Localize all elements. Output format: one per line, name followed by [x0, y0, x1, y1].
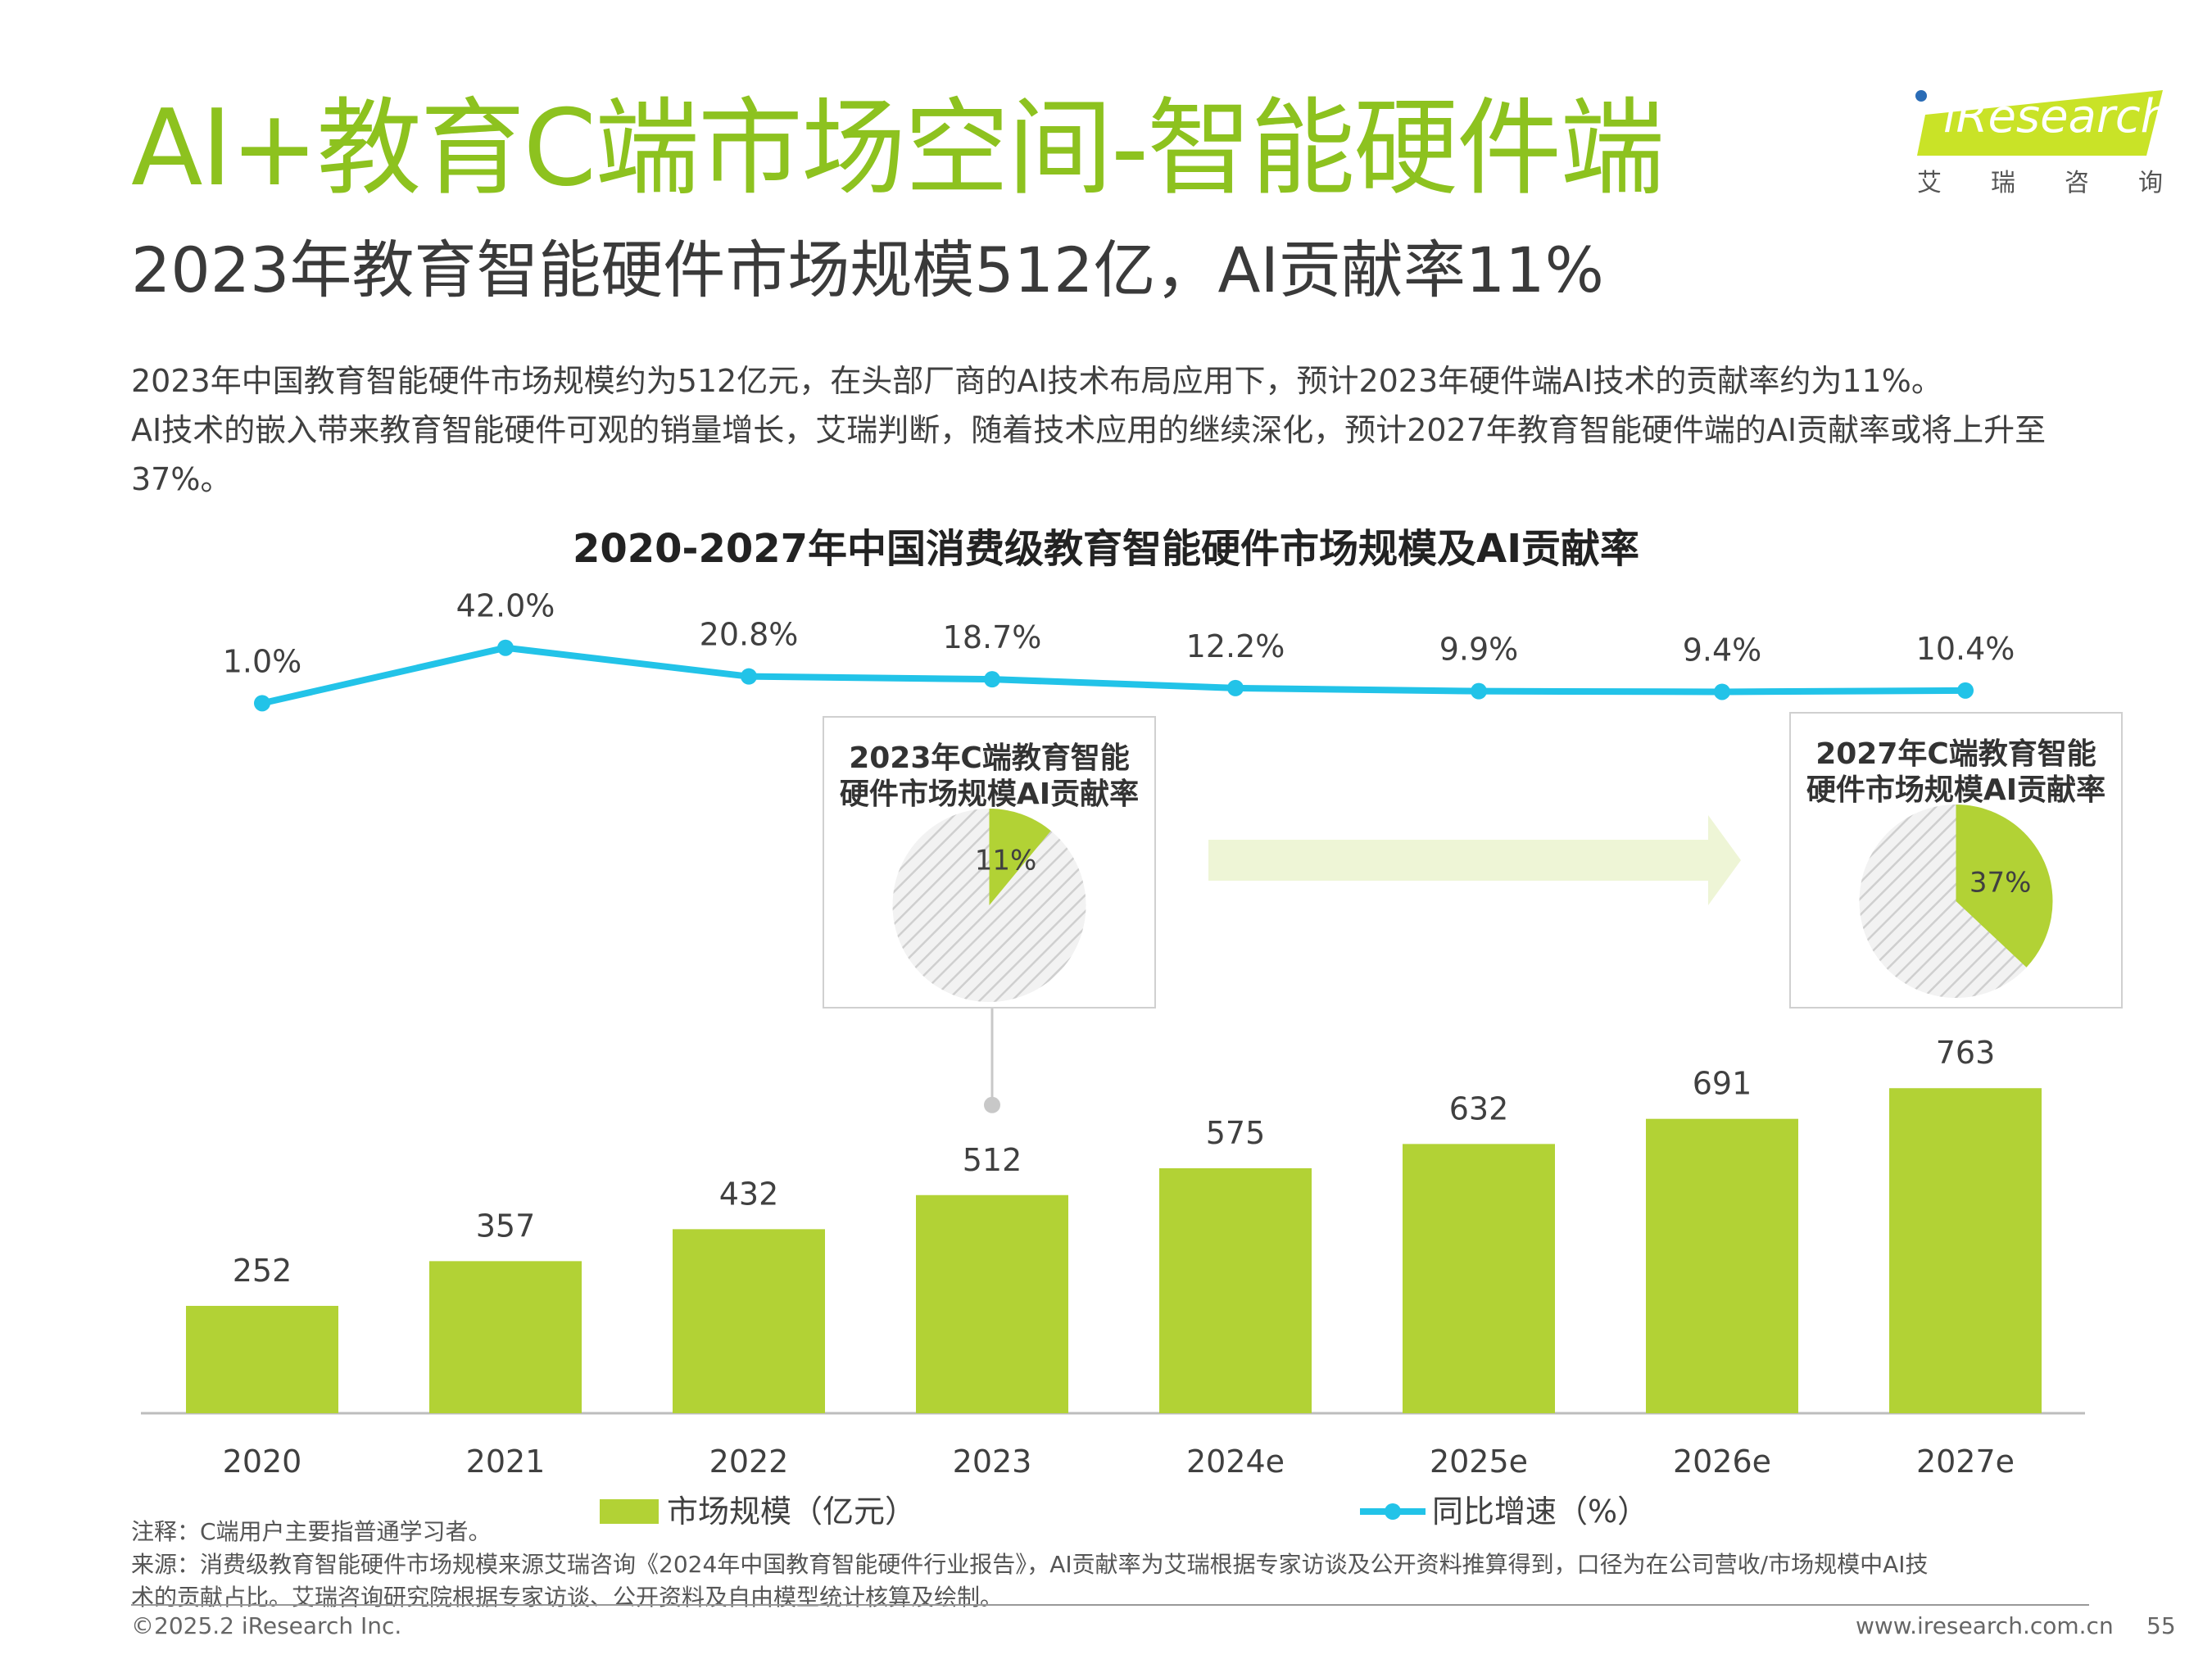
intro-line-1: 2023年中国教育智能硬件市场规模约为512亿元，在头部厂商的AI技术布局应用下… — [131, 363, 1942, 399]
footer-source-1: 来源：消费级教育智能硬件市场规模来源艾瑞咨询《2024年中国教育智能硬件行业报告… — [131, 1551, 1929, 1578]
growth-line — [261, 644, 1966, 707]
growth-label-2024e: 12.2% — [1186, 628, 1285, 664]
copyright: ©2025.2 iResearch Inc. — [131, 1612, 402, 1639]
x-tick-2023: 2023 — [953, 1444, 1032, 1480]
website-link[interactable]: www.iresearch.com.cn — [1856, 1612, 2114, 1639]
bar-label-2026e: 691 — [1693, 1066, 1752, 1102]
growth-label-2023: 18.7% — [943, 619, 1042, 655]
growth-point-2023 — [984, 671, 1000, 688]
bar-label-2023: 512 — [963, 1142, 1022, 1178]
growth-point-2022 — [741, 668, 757, 685]
trend-arrow-icon — [1208, 815, 1741, 905]
x-tick-2026e: 2026e — [1673, 1444, 1771, 1480]
growth-label-2027e: 10.4% — [1916, 631, 2015, 667]
growth-label-2020: 1.0% — [223, 643, 302, 679]
logo-chinese-text: 艾瑞咨询 — [1917, 169, 2212, 197]
growth-label-2022: 20.8% — [700, 617, 799, 653]
footer-divider — [131, 1604, 2089, 1606]
footer-note: 注释：C端用户主要指普通学习者。 — [131, 1518, 492, 1545]
legend-bar-swatch — [600, 1499, 659, 1524]
page-number: 55 — [2146, 1612, 2176, 1639]
growth-point-2025e — [1471, 682, 1487, 700]
chart-title: 2020-2027年中国消费级教育智能硬件市场规模及AI贡献率 — [572, 526, 1640, 572]
growth-point-2026e — [1714, 683, 1730, 700]
pie-slice-2027e — [1956, 805, 2053, 968]
legend-bar-label: 市场规模（亿元） — [667, 1494, 916, 1530]
bar-2025e — [1403, 1144, 1555, 1413]
intro-line-2: AI技术的嵌入带来教育智能硬件可观的销量增长，艾瑞判断，随着技术应用的继续深化，… — [131, 412, 2047, 497]
footer-notes: 注释：C端用户主要指普通学习者。 来源：消费级教育智能硬件市场规模来源艾瑞咨询《… — [131, 1516, 2097, 1614]
legend-line-marker — [1385, 1503, 1401, 1520]
pie-label-2023: 11% — [975, 844, 1037, 877]
page-subtitle: 2023年教育智能硬件市场规模512亿，AI贡献率11% — [131, 233, 1604, 306]
x-tick-2020: 2020 — [223, 1444, 302, 1480]
bar-2026e — [1646, 1118, 1798, 1413]
growth-label-2021: 42.0% — [456, 588, 555, 624]
pie-title-2-2023: 硬件市场规模AI贡献率 — [840, 777, 1139, 811]
pie-slice-2023 — [989, 809, 1051, 905]
logo-banner-icon — [1917, 90, 2163, 156]
x-tick-2025e: 2025e — [1430, 1444, 1528, 1480]
intro-paragraph: 2023年中国教育智能硬件市场规模约为512亿元，在头部厂商的AI技术布局应用下… — [131, 356, 2114, 504]
growth-point-2027e — [1957, 682, 1974, 699]
bar-2024e — [1159, 1168, 1312, 1413]
bar-2027e — [1889, 1088, 2042, 1413]
pie-title-1-2027e: 2027年C端教育智能 — [1815, 737, 2096, 771]
x-tick-2021: 2021 — [466, 1444, 546, 1480]
growth-label-2026e: 9.4% — [1683, 632, 1762, 668]
page-title: AI+教育C端市场空间-智能硬件端 — [131, 88, 1665, 210]
bar-label-2022: 432 — [719, 1176, 779, 1212]
bar-2020 — [186, 1305, 338, 1413]
logo-brand-text: iResearch — [1943, 90, 2170, 143]
bar-2023 — [916, 1194, 1068, 1413]
growth-label-2025e: 9.9% — [1439, 632, 1519, 668]
bar-label-2020: 252 — [233, 1253, 292, 1289]
iresearch-logo: iResearch 艾瑞咨询 — [1901, 66, 2212, 197]
pie-title-1-2023: 2023年C端教育智能 — [849, 741, 1130, 775]
growth-point-2024e — [1227, 679, 1244, 696]
pie-title-2-2027e: 硬件市场规模AI贡献率 — [1806, 773, 2105, 807]
x-tick-2024e: 2024e — [1186, 1444, 1285, 1480]
x-tick-2022: 2022 — [709, 1444, 789, 1480]
footer-source-2: 术的贡献占比。艾瑞咨询研究院根据专家访谈、公开资料及自由模型统计核算及绘制。 — [131, 1584, 1004, 1611]
legend-line-label: 同比增速（%） — [1432, 1494, 1648, 1530]
logo-dot-icon — [1915, 90, 1927, 102]
bar-label-2025e: 632 — [1449, 1090, 1509, 1126]
bar-label-2027e: 763 — [1936, 1035, 1996, 1071]
bar-label-2024e: 575 — [1206, 1115, 1266, 1151]
bar-label-2021: 357 — [476, 1208, 536, 1244]
x-tick-2027e: 2027e — [1916, 1444, 2015, 1480]
bar-2022 — [673, 1229, 825, 1413]
pie-connector-dot-2023 — [984, 1096, 1000, 1113]
growth-point-2021 — [497, 639, 514, 656]
pie-label-2027e: 37% — [1969, 867, 2032, 900]
growth-point-2020 — [254, 695, 270, 712]
bar-2021 — [429, 1261, 582, 1413]
